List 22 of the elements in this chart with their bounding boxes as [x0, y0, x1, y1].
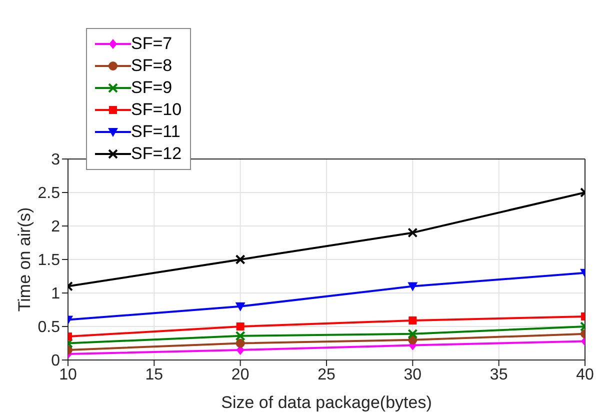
legend-label: SF=8 [131, 56, 172, 76]
y-tick-label: 2 [51, 218, 60, 236]
x-tick-label: 40 [576, 366, 594, 384]
y-tick-label: 2.5 [38, 185, 60, 202]
y-tick-label: 0.5 [38, 319, 60, 336]
legend-label: SF=10 [131, 100, 182, 120]
x-tick-label: 35 [490, 366, 508, 384]
legend-label: SF=7 [131, 34, 172, 54]
x-tick-label: 15 [145, 366, 164, 384]
y-axis-title: Time on air(s) [15, 207, 34, 312]
x-tick-label: 30 [404, 366, 422, 384]
legend-label: SF=12 [131, 144, 182, 164]
x-tick-label: 20 [231, 366, 250, 384]
y-tick-label: 0 [51, 352, 60, 370]
legend-label: SF=11 [131, 122, 180, 142]
x-tick-label: 25 [318, 366, 336, 384]
legend-label: SF=9 [131, 78, 172, 98]
y-tick-label: 1.5 [38, 252, 60, 270]
x-axis-title: Size of data package(bytes) [221, 393, 432, 412]
x-tick-label: 10 [59, 366, 77, 384]
y-tick-label: 1 [51, 286, 60, 303]
y-tick-label: 3 [51, 152, 60, 169]
